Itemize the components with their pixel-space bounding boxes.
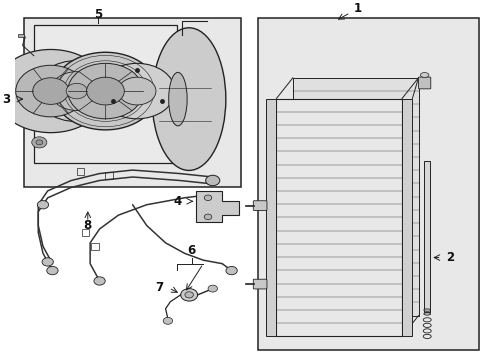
Polygon shape [276,99,401,337]
Text: 5: 5 [94,8,102,21]
Text: 8: 8 [83,219,92,232]
Text: 2: 2 [445,251,453,264]
Bar [24,18,241,188]
Text: 7: 7 [155,282,163,294]
Circle shape [207,285,217,292]
Ellipse shape [423,313,430,315]
Circle shape [99,63,175,119]
FancyBboxPatch shape [253,279,266,289]
FancyBboxPatch shape [253,201,266,211]
Bar [265,99,276,337]
Circle shape [32,137,47,148]
Circle shape [118,77,156,105]
Circle shape [184,292,193,298]
Circle shape [205,175,220,186]
Text: 4: 4 [173,195,182,208]
Circle shape [68,63,143,119]
Circle shape [163,318,172,324]
Circle shape [50,72,103,111]
Circle shape [66,83,87,99]
Polygon shape [196,191,238,222]
Text: 6: 6 [187,244,195,257]
Text: 1: 1 [352,3,361,15]
Bar [34,24,177,163]
Bar [81,229,89,236]
Bar [423,161,429,312]
Circle shape [16,65,86,117]
Bar [401,99,411,337]
Ellipse shape [168,72,187,126]
Circle shape [204,195,211,201]
Text: 3: 3 [2,93,10,105]
Circle shape [204,214,211,220]
Bar [18,33,23,37]
Polygon shape [292,78,418,316]
Circle shape [0,49,107,132]
Circle shape [180,289,197,301]
Circle shape [36,140,42,145]
Circle shape [47,266,58,275]
Bar [257,18,478,350]
Circle shape [42,258,53,266]
Circle shape [35,60,118,122]
Circle shape [33,78,69,104]
Circle shape [94,277,105,285]
Bar [105,172,113,179]
FancyBboxPatch shape [418,77,430,89]
Bar [77,168,84,175]
Circle shape [86,77,124,105]
Circle shape [225,266,237,275]
Bar [91,243,99,250]
Circle shape [53,52,158,130]
Circle shape [37,201,48,209]
Ellipse shape [423,309,430,311]
Ellipse shape [420,73,428,77]
Ellipse shape [152,28,225,170]
